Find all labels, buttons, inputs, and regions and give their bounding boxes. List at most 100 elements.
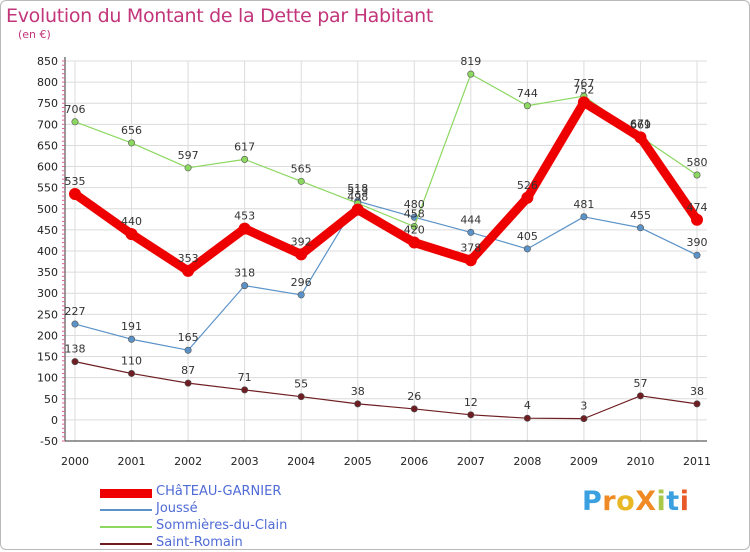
data-point <box>128 369 136 377</box>
data-point <box>467 70 475 78</box>
data-label: 390 <box>687 236 708 249</box>
data-label: 580 <box>687 156 708 169</box>
data-label: 752 <box>573 83 594 96</box>
y-tick-label: 500 <box>37 203 58 216</box>
data-label: 296 <box>291 276 312 289</box>
data-point <box>580 213 588 221</box>
x-tick-label: 2000 <box>61 455 89 468</box>
logo-letter: o <box>616 486 636 517</box>
data-label: 444 <box>460 213 481 226</box>
data-point <box>351 203 364 216</box>
logo-letter: i <box>656 486 667 517</box>
chart-unit: (en €) <box>18 28 51 41</box>
legend-label: CHâTEAU-GARNIER <box>156 484 282 499</box>
data-label: 458 <box>404 208 425 221</box>
y-tick-label: 550 <box>37 182 58 195</box>
data-point <box>521 191 534 204</box>
y-tick-label: 250 <box>37 308 58 321</box>
y-tick-label: 200 <box>37 329 58 342</box>
data-label: 165 <box>178 331 199 344</box>
x-tick-label: 2008 <box>513 455 541 468</box>
data-point <box>241 155 249 163</box>
data-label: 55 <box>294 378 308 391</box>
data-point <box>408 236 421 249</box>
series-2 <box>71 70 701 231</box>
data-label: 526 <box>517 179 538 192</box>
data-point <box>241 386 249 394</box>
data-label: 191 <box>121 320 142 333</box>
data-point <box>128 335 136 343</box>
data-point <box>693 171 701 179</box>
data-point <box>636 392 644 400</box>
data-point <box>636 224 644 232</box>
data-point <box>184 379 192 387</box>
data-point <box>580 415 588 423</box>
x-tick-label: 2002 <box>174 455 202 468</box>
grid-lines <box>65 60 707 442</box>
logo-letter: r <box>602 486 617 517</box>
data-label: 378 <box>460 241 481 254</box>
data-point <box>295 248 308 261</box>
data-point <box>128 139 136 147</box>
data-label: 38 <box>690 385 704 398</box>
data-label: 227 <box>65 305 86 318</box>
logo-letter: t <box>666 486 680 517</box>
data-point <box>184 346 192 354</box>
x-tick-label: 2007 <box>457 455 485 468</box>
series-1 <box>71 197 701 354</box>
data-point <box>71 358 79 366</box>
axes: -50 0 50 100 150 200 250 300 350 400 450 500 550 600 6… <box>37 55 711 468</box>
x-tick-label: 2001 <box>118 455 146 468</box>
y-tick-label: 150 <box>37 351 58 364</box>
legend-label: Joussé <box>156 501 198 516</box>
legend-label: Saint-Romain <box>156 535 243 550</box>
data-label: 405 <box>517 230 538 243</box>
data-label: 26 <box>407 390 421 403</box>
y-tick-label: 0 <box>51 414 58 427</box>
data-label: 474 <box>687 201 708 214</box>
data-point <box>297 393 305 401</box>
data-label: 3 <box>580 400 587 413</box>
legend-swatch <box>100 526 152 528</box>
data-point <box>523 414 531 422</box>
x-tick-label: 2006 <box>400 455 428 468</box>
data-label: 4 <box>524 399 531 412</box>
data-labels: 138 110 87 71 55 38 26 12 4 3 57 38 227 191 165 318 296 5… <box>65 55 708 413</box>
data-label: 138 <box>65 343 86 356</box>
data-label: 353 <box>178 252 199 265</box>
data-point <box>238 222 251 235</box>
chart-title: Evolution du Montant de la Dette par Hab… <box>6 5 434 27</box>
series-3 <box>71 358 701 423</box>
legend-label: Sommières-du-Clain <box>156 518 288 533</box>
data-point <box>634 131 647 144</box>
series-line <box>74 361 698 420</box>
data-label: 518 <box>347 182 368 195</box>
data-label: 110 <box>121 354 142 367</box>
data-point <box>182 264 195 277</box>
x-tick-label: 2010 <box>626 455 654 468</box>
data-label: 498 <box>347 191 368 204</box>
y-tick-label: 600 <box>37 161 58 174</box>
logo-letter: P <box>582 486 603 517</box>
data-label: 669 <box>630 118 651 131</box>
data-label: 706 <box>65 103 86 116</box>
data-label: 57 <box>633 377 647 390</box>
data-label: 744 <box>517 87 538 100</box>
data-point <box>691 213 703 226</box>
data-label: 671 <box>630 118 651 131</box>
series-line <box>74 73 698 228</box>
data-label: 656 <box>121 124 142 137</box>
data-point <box>241 282 249 290</box>
data-point <box>69 188 81 200</box>
data-label: 71 <box>238 371 252 384</box>
logo-letter: X <box>635 486 657 517</box>
legend-swatch <box>100 509 152 511</box>
data-point <box>71 320 79 328</box>
legend-swatch <box>100 543 152 545</box>
data-label: 819 <box>460 55 481 68</box>
data-label: 767 <box>573 77 594 90</box>
data-label: 480 <box>404 198 425 211</box>
data-point <box>184 164 192 172</box>
x-tick-label: 2011 <box>683 455 711 468</box>
